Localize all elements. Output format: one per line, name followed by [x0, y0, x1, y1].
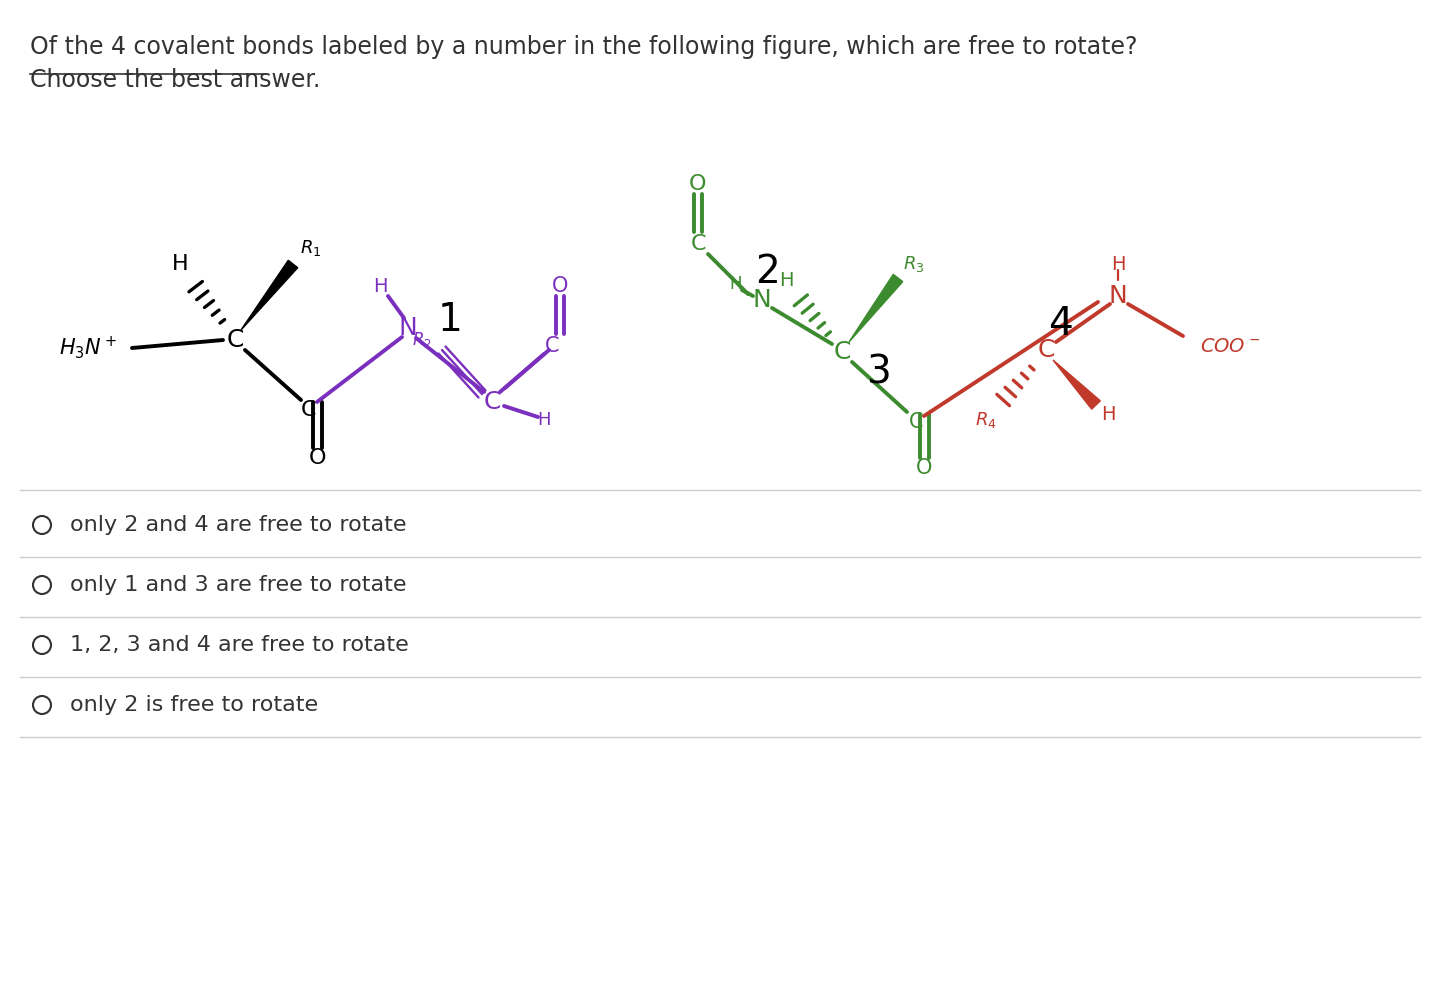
Polygon shape [240, 260, 298, 330]
Text: H: H [373, 277, 387, 296]
Text: N: N [1109, 284, 1128, 308]
Text: C: C [226, 328, 243, 352]
Text: C: C [484, 390, 501, 414]
Polygon shape [850, 274, 903, 342]
Text: C: C [1037, 338, 1054, 362]
Text: H: H [537, 411, 550, 429]
Text: $R_3$: $R_3$ [903, 254, 924, 274]
Text: $COO^-$: $COO^-$ [1200, 336, 1260, 356]
Text: N: N [753, 288, 772, 312]
Polygon shape [1053, 360, 1100, 409]
Text: O: O [916, 458, 932, 478]
Text: C: C [834, 340, 851, 364]
Text: 1, 2, 3 and 4 are free to rotate: 1, 2, 3 and 4 are free to rotate [71, 635, 409, 655]
Text: C: C [909, 412, 923, 432]
Text: 3: 3 [865, 353, 890, 391]
Text: H: H [1100, 404, 1115, 424]
Text: 1: 1 [438, 301, 462, 339]
Text: C: C [301, 400, 317, 420]
Text: O: O [308, 448, 325, 468]
Text: 2: 2 [756, 253, 780, 291]
Text: C: C [690, 234, 706, 254]
Text: 4: 4 [1048, 305, 1073, 343]
Text: only 1 and 3 are free to rotate: only 1 and 3 are free to rotate [71, 575, 406, 595]
Text: H: H [779, 270, 793, 290]
Text: Of the 4 covalent bonds labeled by a number in the following figure, which are f: Of the 4 covalent bonds labeled by a num… [30, 35, 1138, 59]
Text: $R_2$: $R_2$ [412, 330, 432, 350]
Text: $R_1$: $R_1$ [301, 238, 321, 258]
Text: C: C [544, 336, 559, 356]
Text: H: H [1110, 254, 1125, 273]
Text: H: H [171, 254, 189, 274]
Text: O: O [552, 276, 569, 296]
Text: only 2 is free to rotate: only 2 is free to rotate [71, 695, 318, 715]
Text: $R_4$: $R_4$ [975, 410, 996, 430]
Text: H: H [730, 275, 742, 293]
Text: O: O [690, 174, 707, 194]
Text: $H_3N^+$: $H_3N^+$ [59, 335, 117, 361]
Text: Choose the best answer.: Choose the best answer. [30, 68, 320, 92]
Text: only 2 and 4 are free to rotate: only 2 and 4 are free to rotate [71, 515, 406, 535]
Text: N: N [399, 316, 418, 340]
